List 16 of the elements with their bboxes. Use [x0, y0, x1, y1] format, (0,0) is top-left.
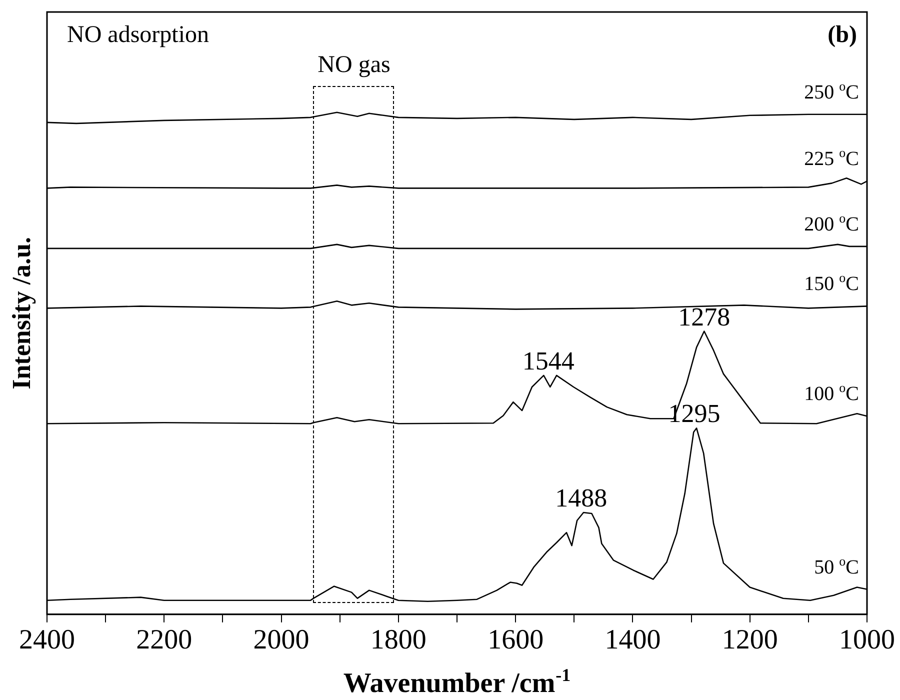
x-tick-label: 1800 — [370, 624, 426, 656]
x-tick-label: 1200 — [722, 624, 778, 656]
text: (b) — [828, 22, 858, 48]
y-axis-title: Intensity /a.u. — [7, 236, 36, 390]
annotation: 1544 — [522, 346, 574, 376]
x-tick-label: 1400 — [604, 624, 661, 656]
text: NO gas — [318, 52, 390, 78]
x-tick-label: 2400 — [19, 624, 75, 656]
annotation: 1295 — [668, 399, 720, 428]
annotation: 1488 — [555, 483, 608, 512]
text: NO adsorption — [67, 22, 209, 48]
x-tick-label: 1600 — [488, 624, 544, 656]
annotation: 1278 — [678, 302, 730, 332]
x-tick-label: 2200 — [136, 624, 192, 656]
x-tick-label: 2000 — [253, 624, 310, 656]
x-tick-label: 1000 — [839, 624, 895, 656]
